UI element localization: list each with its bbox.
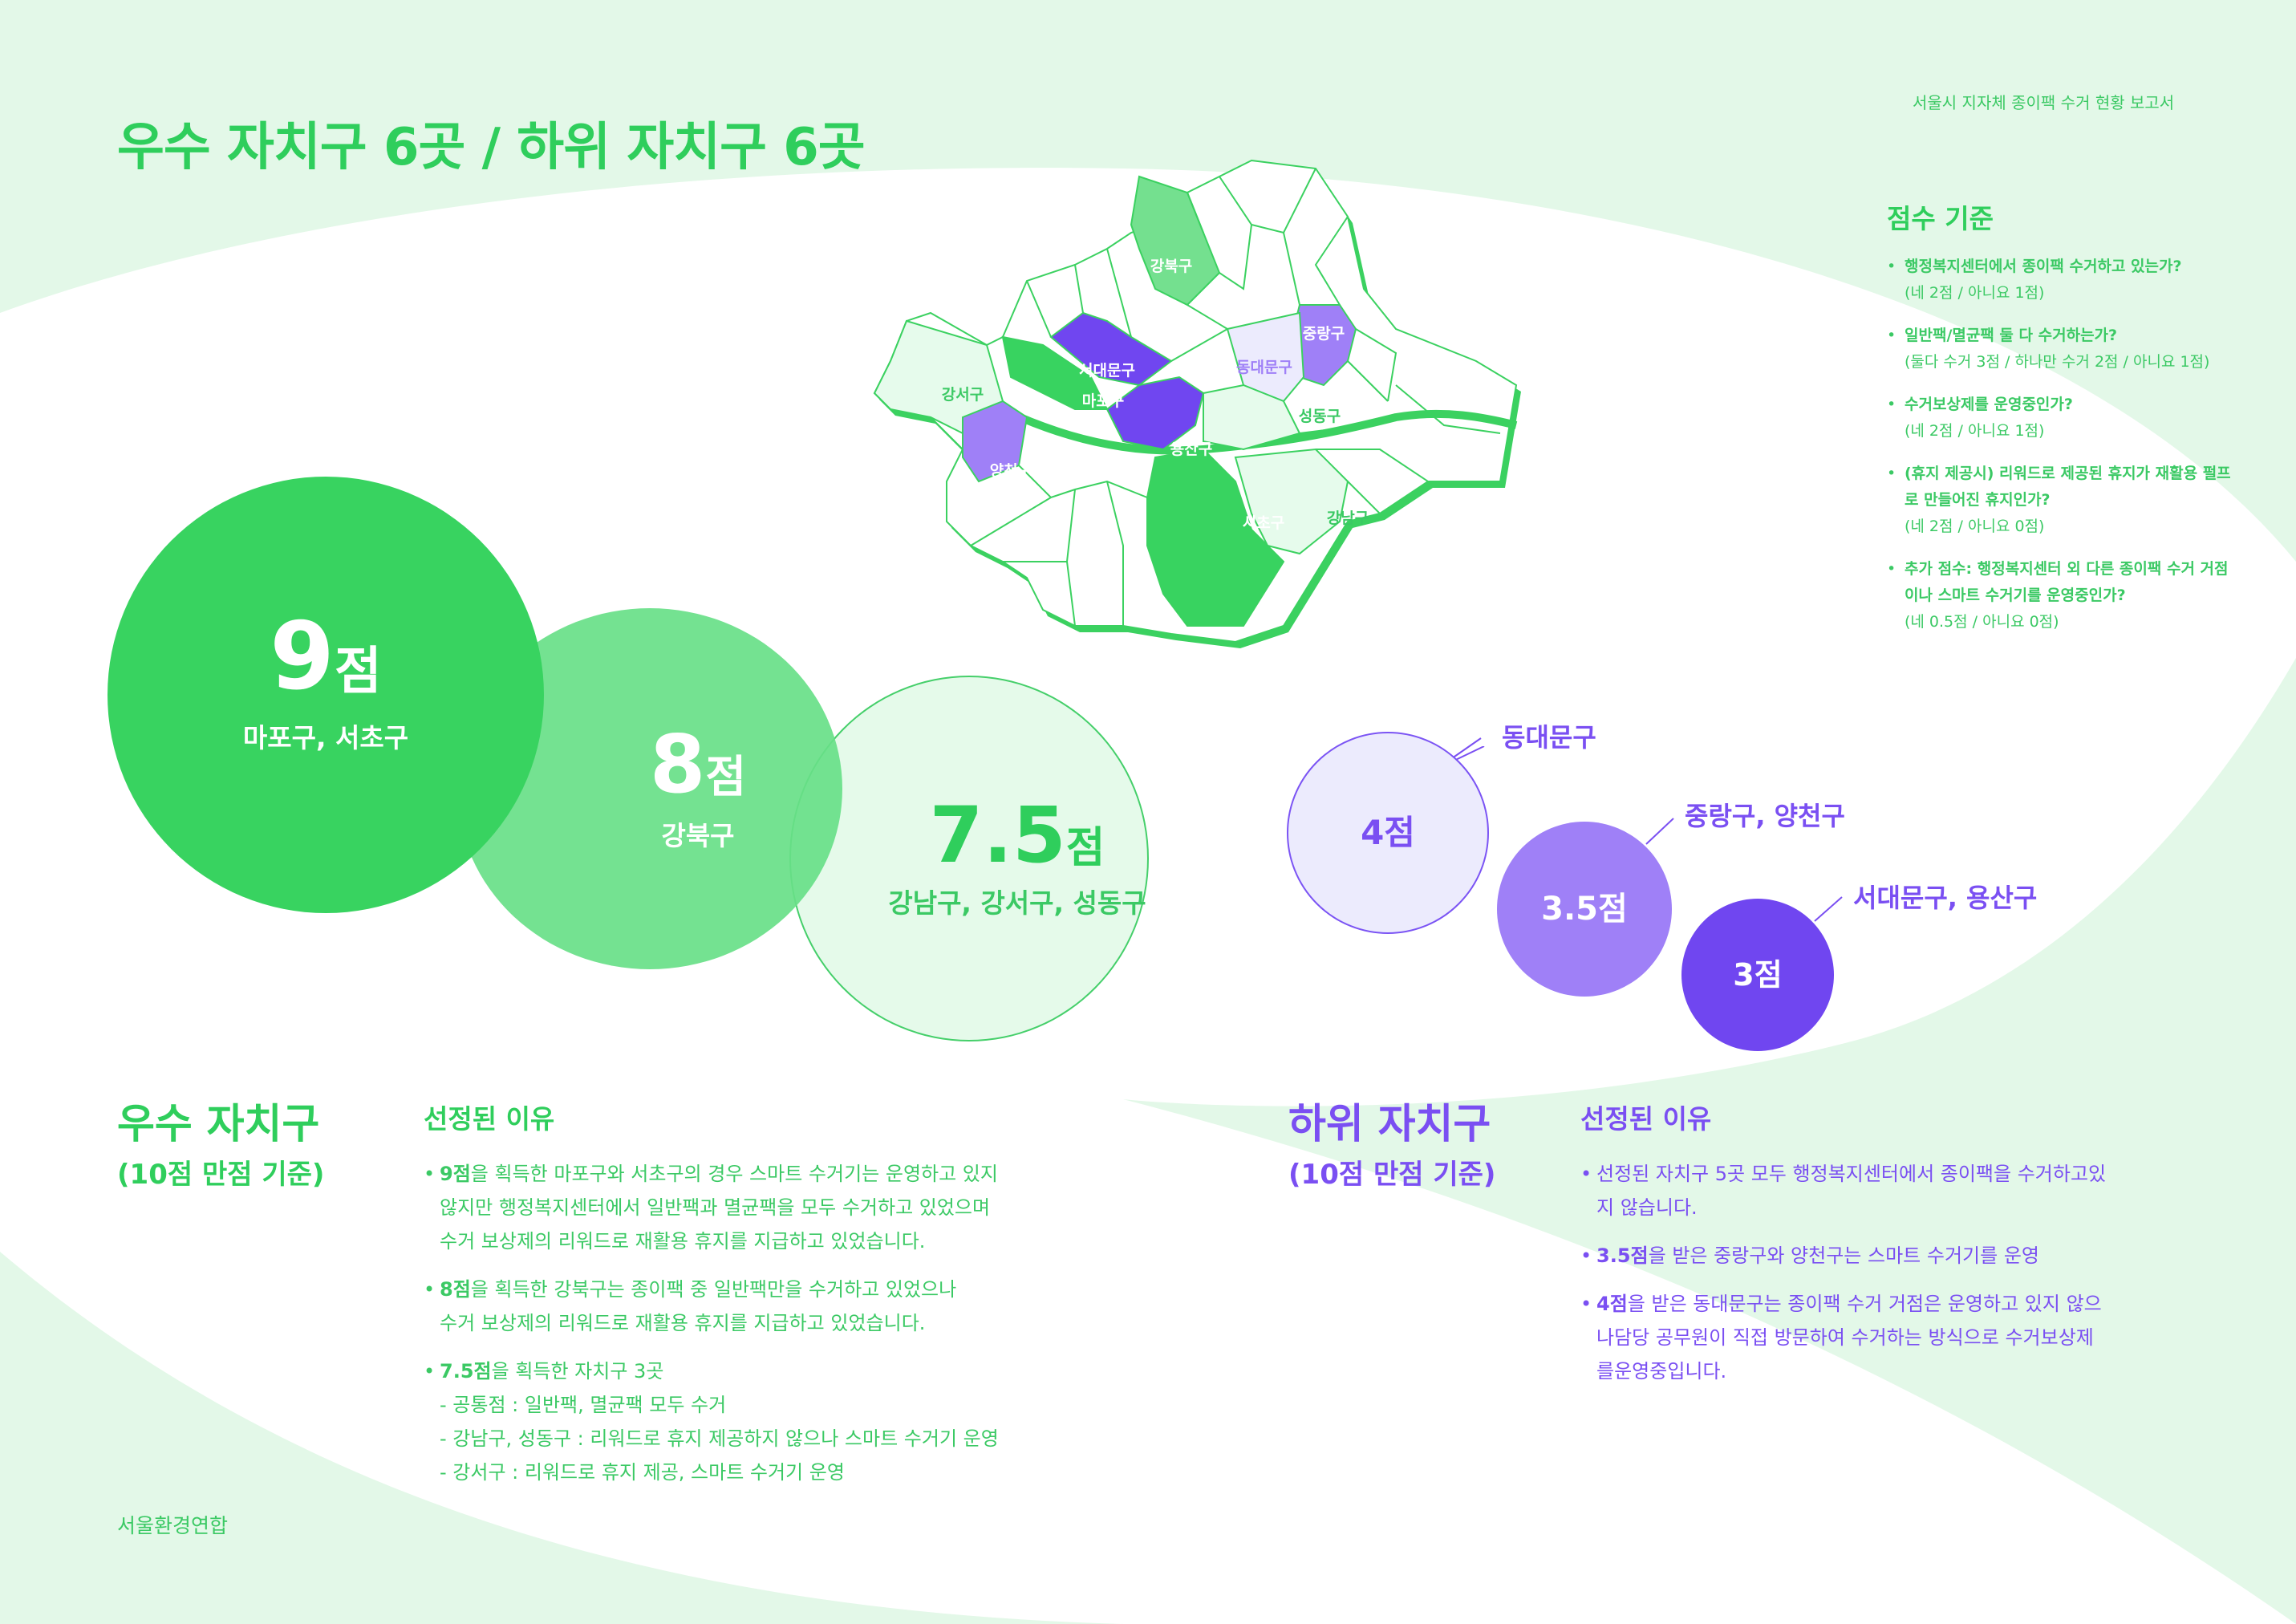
criteria-item: 행정복지센터에서 종이팩 수거하고 있는가? (네 2점 / 아니요 1점) bbox=[1887, 254, 2232, 307]
map-seocho bbox=[1146, 448, 1285, 627]
criteria-answer: (네 2점 / 아니요 1점) bbox=[1905, 284, 2045, 302]
reason-item: 7.5점을 획득한 자치구 3곳 - 공통점 : 일반팩, 멸균팩 모두 수거 … bbox=[424, 1354, 1033, 1489]
reason-text: 을 획득한 강북구는 종이팩 중 일반팩만을 수거하고 있었으나 bbox=[470, 1278, 957, 1301]
reason-item: 9점을 획득한 마포구와 서초구의 경우 스마트 수거기는 운영하고 있지 않지… bbox=[424, 1157, 1033, 1258]
criteria-item: 수거보상제를 운영중인가? (네 2점 / 아니요 1점) bbox=[1887, 392, 2232, 445]
score-number: 7.5 bbox=[929, 790, 1066, 880]
top-section-subtitle: (10점 만점 기준) bbox=[117, 1159, 325, 1192]
reason-score: 7.5점 bbox=[440, 1360, 492, 1382]
score-value: 8점 bbox=[554, 725, 746, 805]
top-section-heading: 우수 자치구 (10점 만점 기준) bbox=[117, 1102, 324, 1192]
top-reason-title: 선정된 이유 bbox=[424, 1103, 555, 1135]
criteria-question: 수거보상제를 운영중인가? bbox=[1905, 396, 2073, 413]
reason-text: 을 받은 동대문구는 종이팩 수거 거점은 운영하고 있지 않으 bbox=[1627, 1293, 2102, 1315]
low-reason-title: 선정된 이유 bbox=[1580, 1103, 1712, 1135]
reason-score: 3.5점 bbox=[1596, 1244, 1649, 1267]
map-label-mapo: 마포구 bbox=[1082, 392, 1124, 410]
map-mapo bbox=[1001, 335, 1109, 410]
map-label-seodaemun: 서대문구 bbox=[1079, 362, 1135, 380]
low-label-4: 동대문구 bbox=[1502, 722, 1596, 753]
map-yongsan bbox=[1105, 376, 1205, 451]
score-circle-7-5: 7.5점 강남구, 강서구, 성동구 bbox=[789, 676, 1149, 1041]
criteria-item: (휴지 제공시) 리워드로 제공된 휴지가 재활용 펄프로 만들어진 휴지인가?… bbox=[1887, 461, 2232, 540]
reason-text: 나담당 공무원이 직접 방문하여 수거하는 방식으로 수거보상제 bbox=[1596, 1326, 2094, 1349]
reason-item: 4점을 받은 동대문구는 종이팩 수거 거점은 운영하고 있지 않으 나담당 공… bbox=[1580, 1287, 2190, 1388]
score-circle-4: 4점 bbox=[1287, 732, 1489, 934]
criteria-question: 추가 점수: 행정복지센터 외 다른 종이팩 수거 거점이나 스마트 수거기를 … bbox=[1905, 560, 2229, 604]
reason-text: 선정된 자치구 5곳 모두 행정복지센터에서 종이팩을 수거하고있 bbox=[1596, 1163, 2107, 1185]
score-districts: 강남구, 강서구, 성동구 bbox=[888, 887, 1146, 919]
criteria-question: (휴지 제공시) 리워드로 제공된 휴지가 재활용 펄프로 만들어진 휴지인가? bbox=[1905, 465, 2231, 509]
reason-item: 선정된 자치구 5곳 모두 행정복지센터에서 종이팩을 수거하고있 지 않습니다… bbox=[1580, 1157, 2190, 1224]
reason-text: 수거 보상제의 리워드로 재활용 휴지를 지급하고 있었습니다. bbox=[440, 1230, 926, 1253]
reason-score: 8점 bbox=[440, 1278, 471, 1301]
score-unit: 점 bbox=[335, 642, 382, 701]
low-label-3-5: 중랑구, 양천구 bbox=[1685, 801, 1845, 831]
criteria-question: 행정복지센터에서 종이팩 수거하고 있는가? bbox=[1905, 258, 2182, 275]
score-number: 8 bbox=[649, 717, 706, 811]
reason-text: 않지만 행정복지센터에서 일반팩과 멸균팩을 모두 수거하고 있었으며 bbox=[440, 1196, 991, 1219]
map-label-gangseo: 강서구 bbox=[942, 386, 984, 404]
score-value: 9점 bbox=[270, 611, 381, 704]
score-unit: 점 bbox=[1065, 823, 1105, 872]
map-label-yongsan: 용산구 bbox=[1170, 441, 1212, 458]
reason-text: 을 획득한 자치구 3곳 bbox=[491, 1360, 664, 1382]
score-circle-3-5: 3.5점 bbox=[1497, 822, 1672, 997]
score-value: 4점 bbox=[1361, 813, 1415, 852]
criteria-answer: (네 2점 / 아니요 1점) bbox=[1905, 422, 2045, 440]
score-value: 7.5점 bbox=[834, 797, 1105, 874]
score-number: 9 bbox=[270, 603, 335, 711]
score-circle-3: 3점 bbox=[1681, 899, 1834, 1051]
criteria-title: 점수 기준 bbox=[1887, 203, 1994, 234]
seoul-map: 강북구 중랑구 서대문구 동대문구 강서구 마포구 성동구 용산구 양천구 서초… bbox=[873, 159, 1521, 648]
low-section-heading: 하위 자치구 (10점 만점 기준) bbox=[1288, 1102, 1495, 1192]
score-districts: 마포구, 서초구 bbox=[242, 722, 409, 753]
reason-text: - 강서구 : 리워드로 휴지 제공, 스마트 수거기 운영 bbox=[440, 1461, 845, 1484]
reason-score: 9점 bbox=[440, 1163, 471, 1185]
criteria-answer: (둘다 수거 3점 / 하나만 수거 2점 / 아니요 1점) bbox=[1905, 353, 2210, 371]
map-gangseo bbox=[873, 319, 1004, 435]
top-section-title: 우수 자치구 bbox=[117, 1101, 320, 1148]
reason-text: - 강남구, 성동구 : 리워드로 휴지 제공하지 않으나 스마트 수거기 운영 bbox=[440, 1427, 999, 1450]
map-dongdaemun bbox=[1226, 311, 1305, 403]
reason-text: 를운영중입니다. bbox=[1596, 1360, 1727, 1382]
score-circle-9: 9점 마포구, 서초구 bbox=[107, 477, 544, 913]
map-gangnam bbox=[1234, 448, 1349, 555]
low-section-reasons: 선정된 이유 선정된 자치구 5곳 모두 행정복지센터에서 종이팩을 수거하고있… bbox=[1580, 1098, 2190, 1403]
criteria-answer: (네 0.5점 / 아니요 0점) bbox=[1905, 613, 2059, 631]
footer-label: 서울환경연합 bbox=[117, 1514, 229, 1537]
criteria-answer: (네 2점 / 아니요 0점) bbox=[1905, 518, 2045, 535]
reason-text: 지 않습니다. bbox=[1596, 1196, 1698, 1219]
map-seodaemun bbox=[1049, 311, 1173, 387]
reason-item: 8점을 획득한 강북구는 종이팩 중 일반팩만을 수거하고 있었으나 수거 보상… bbox=[424, 1273, 1033, 1340]
scoring-criteria: 점수 기준 행정복지센터에서 종이팩 수거하고 있는가? (네 2점 / 아니요… bbox=[1887, 197, 2232, 652]
map-label-jungnang: 중랑구 bbox=[1303, 325, 1345, 343]
score-districts: 강북구 bbox=[661, 820, 735, 851]
criteria-item: 일반팩/멸균팩 둘 다 수거하는가? (둘다 수거 3점 / 하나만 수거 2점… bbox=[1887, 323, 2232, 376]
reason-text: - 공통점 : 일반팩, 멸균팩 모두 수거 bbox=[440, 1394, 727, 1416]
map-label-dongdaemun: 동대문구 bbox=[1236, 359, 1292, 376]
criteria-question: 일반팩/멸균팩 둘 다 수거하는가? bbox=[1905, 327, 2118, 344]
score-value: 3점 bbox=[1733, 957, 1783, 993]
reason-text: 을 획득한 마포구와 서초구의 경우 스마트 수거기는 운영하고 있지 bbox=[470, 1163, 998, 1185]
score-value: 3.5점 bbox=[1541, 891, 1628, 928]
page-title: 우수 자치구 6곳 / 하위 자치구 6곳 bbox=[117, 118, 866, 177]
reason-text: 을 받은 중랑구와 양천구는 스마트 수거기를 운영 bbox=[1648, 1244, 2039, 1267]
reason-text: 수거 보상제의 리워드로 재활용 휴지를 지급하고 있었습니다. bbox=[440, 1312, 926, 1334]
map-label-seocho: 서초구 bbox=[1243, 514, 1284, 532]
low-section-title: 하위 자치구 bbox=[1288, 1101, 1491, 1148]
score-unit: 점 bbox=[705, 751, 747, 802]
top-section-reasons: 선정된 이유 9점을 획득한 마포구와 서초구의 경우 스마트 수거기는 운영하… bbox=[424, 1098, 1033, 1504]
map-label-yangcheon: 양천구 bbox=[990, 462, 1032, 480]
reason-item: 3.5점을 받은 중랑구와 양천구는 스마트 수거기를 운영 bbox=[1580, 1239, 2190, 1273]
low-label-3: 서대문구, 용산구 bbox=[1853, 883, 2038, 913]
criteria-item: 추가 점수: 행정복지센터 외 다른 종이팩 수거 거점이나 스마트 수거기를 … bbox=[1887, 556, 2232, 635]
map-label-gangbuk: 강북구 bbox=[1150, 258, 1192, 275]
map-label-seongdong: 성동구 bbox=[1299, 408, 1341, 425]
report-label: 서울시 지자체 종이팩 수거 현황 보고서 bbox=[1913, 93, 2175, 112]
map-label-gangnam: 강남구 bbox=[1327, 510, 1369, 527]
low-section-subtitle: (10점 만점 기준) bbox=[1288, 1159, 1496, 1192]
reason-score: 4점 bbox=[1596, 1293, 1628, 1315]
